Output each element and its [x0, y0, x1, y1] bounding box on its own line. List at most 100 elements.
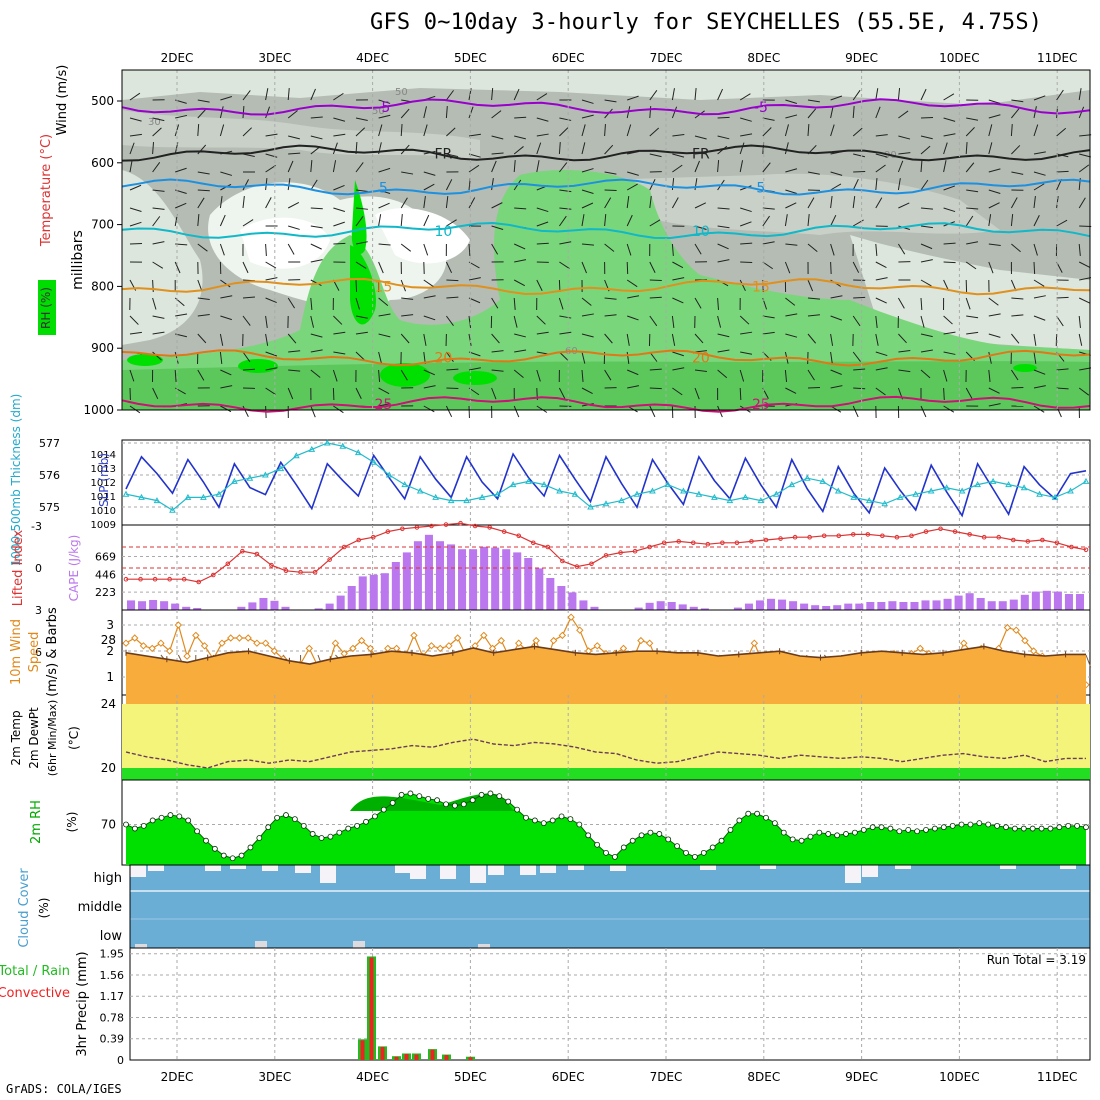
date-label-bottom: 6DEC: [552, 1070, 585, 1084]
wind-barb: [558, 215, 567, 227]
wind-barb: [672, 261, 684, 269]
wind-barb: [378, 261, 384, 274]
precip-frame: [129, 947, 1091, 1061]
wind-barb: [739, 369, 745, 382]
wind-barb: [174, 351, 179, 364]
wind-barb: [559, 207, 572, 210]
wind-barb: [672, 153, 685, 158]
li-marker: [720, 540, 725, 546]
wind-barb: [333, 315, 343, 325]
wind-barb: [853, 387, 866, 390]
wind-barb: [671, 106, 678, 119]
wind-barb: [514, 116, 527, 119]
cape-bar: [149, 600, 158, 610]
wind-barb: [197, 108, 207, 119]
wind-tick-label: 1: [106, 670, 114, 684]
rh-marker: [478, 791, 485, 798]
li-marker: [981, 534, 987, 540]
wind-barb: [400, 123, 403, 137]
wind-barb: [581, 189, 594, 194]
rh-marker: [709, 844, 716, 851]
wind-axis-label-1: 10m Wind: [9, 619, 24, 685]
low-cloud-gap: [353, 941, 365, 948]
wind-barb: [559, 351, 569, 361]
wind-marker: [567, 613, 575, 621]
cape-bar: [678, 604, 687, 610]
wind-barb: [401, 314, 414, 317]
li-marker: [269, 562, 274, 568]
cape-bar: [259, 598, 268, 610]
wind-barb: [355, 279, 358, 293]
wind-marker: [174, 621, 183, 629]
wind-barb: [898, 369, 911, 373]
wind-barb: [627, 171, 639, 176]
rh-marker: [514, 806, 521, 813]
cape-bar: [391, 562, 400, 610]
cape-bar: [314, 608, 323, 610]
wind-barb: [310, 315, 315, 328]
thickness-marker: [695, 490, 703, 497]
wind-barb: [152, 241, 165, 245]
contour-label: 20: [692, 350, 710, 366]
cape-bar: [413, 541, 422, 610]
wind-barb: [220, 405, 232, 413]
wind-marker: [244, 634, 252, 642]
wind-barb: [446, 387, 459, 390]
thickness-marker: [788, 481, 796, 488]
rh-marker: [531, 817, 538, 824]
wind-barb: [627, 385, 640, 389]
cloud-fill: [130, 865, 1090, 948]
li-marker: [138, 576, 143, 582]
wind-barb: [491, 297, 499, 309]
cape-bar: [866, 602, 875, 610]
date-label-top: 2DEC: [161, 51, 194, 65]
wind-barb: [604, 123, 606, 137]
rh-marker: [487, 790, 494, 797]
cape-bar: [524, 558, 533, 610]
high-cloud-gap: [410, 865, 426, 879]
wind-barb: [468, 243, 471, 257]
wind-barb: [129, 242, 143, 245]
li-marker: [865, 532, 871, 537]
wind-barb: [310, 297, 313, 310]
temp-band-yellow: [122, 704, 1090, 768]
wind-barb: [423, 315, 436, 321]
wind-barb: [807, 333, 817, 344]
wind-barb: [265, 315, 268, 328]
wind-barb: [988, 261, 994, 274]
wind-marker: [427, 642, 436, 650]
cape-bar: [402, 552, 411, 610]
wind-barb: [784, 124, 789, 137]
thickness-marker: [757, 497, 765, 504]
wind-barb: [762, 315, 775, 319]
cape-bar: [1020, 594, 1029, 610]
wind-barb: [717, 135, 730, 140]
rh-saturated-area: [350, 793, 520, 812]
rh-marker: [176, 813, 183, 820]
li-marker: [1010, 537, 1016, 543]
temp-tick-label: 20: [101, 761, 116, 775]
wind-barb: [355, 241, 368, 245]
wind-barb: [1056, 387, 1069, 390]
rh-marker: [354, 822, 361, 829]
thickness-marker: [292, 452, 300, 459]
thickness-tick-label: 575: [39, 501, 60, 514]
cape-bar: [557, 586, 566, 610]
high-cloud-gap: [760, 865, 776, 869]
wind-barb: [1078, 333, 1083, 346]
wind-barb: [152, 207, 165, 210]
thickness-marker: [974, 481, 981, 488]
li-marker: [1069, 544, 1074, 550]
wind-barb: [581, 114, 594, 119]
rh-marker: [718, 837, 725, 844]
wind-barb: [197, 197, 205, 209]
wind-barb: [672, 133, 685, 137]
wind-barb: [333, 184, 345, 191]
rh-marker: [807, 833, 814, 840]
wind-barb: [1033, 369, 1046, 375]
high-cloud-gap: [700, 865, 716, 870]
wind-barb: [627, 315, 639, 321]
cape-bar: [910, 602, 919, 610]
wind-barb: [536, 93, 548, 101]
wind-barb: [784, 142, 789, 155]
